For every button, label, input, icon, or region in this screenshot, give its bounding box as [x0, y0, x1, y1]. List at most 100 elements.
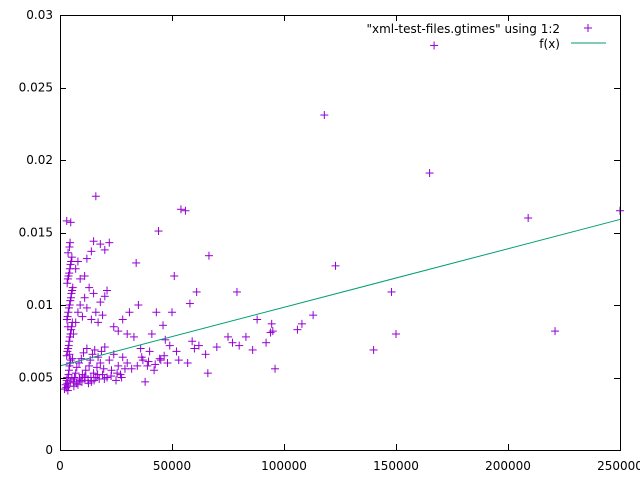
x-tick-label: 250000 [597, 459, 640, 473]
data-point [82, 344, 91, 353]
data-point [89, 289, 98, 298]
x-tick-label: 0 [56, 459, 64, 473]
data-point [66, 218, 75, 227]
data-point [150, 366, 159, 375]
data-point [103, 286, 112, 295]
data-point [98, 311, 107, 320]
data-point [174, 356, 183, 365]
data-point [73, 380, 82, 389]
data-point [109, 322, 118, 331]
data-point [63, 279, 72, 288]
data-point [228, 338, 237, 347]
data-point [297, 319, 306, 328]
data-point [68, 283, 77, 292]
data-point [144, 357, 153, 366]
data-point [90, 345, 99, 354]
data-point [293, 325, 302, 334]
y-tick-label: 0.03 [26, 8, 53, 22]
data-point [430, 41, 439, 50]
data-point [68, 354, 77, 363]
data-point [161, 335, 170, 344]
data-point [152, 308, 161, 317]
data-point [212, 343, 221, 352]
data-point [65, 337, 74, 346]
data-point [551, 327, 560, 336]
data-point [129, 332, 138, 341]
data-point [123, 359, 132, 367]
data-point [67, 253, 76, 262]
data-point [77, 354, 86, 363]
data-point [93, 370, 102, 379]
x-tick-label: 100000 [261, 459, 307, 473]
data-point [163, 359, 172, 367]
data-point [81, 366, 90, 375]
data-point [151, 360, 160, 369]
data-point [69, 330, 78, 338]
data-point [331, 261, 340, 270]
data-point [145, 347, 154, 356]
data-point [91, 308, 100, 317]
legend-label-line: f(x) [539, 37, 560, 51]
data-point [248, 345, 257, 354]
data-point [63, 312, 72, 321]
data-point [86, 356, 95, 365]
data-point [123, 330, 132, 338]
data-point [194, 341, 203, 350]
data-point [87, 247, 96, 256]
data-point [134, 301, 143, 309]
data-point [71, 318, 80, 327]
data-point [132, 258, 141, 267]
y-axis: 0 0.005 0.01 0.015 0.02 0.025 0.03 [19, 8, 620, 457]
data-point [192, 287, 201, 296]
data-point [267, 319, 276, 328]
data-point [147, 330, 156, 338]
data-point [82, 303, 91, 312]
data-point [84, 379, 93, 388]
data-point [392, 330, 400, 338]
data-point [67, 374, 76, 383]
data-point [105, 356, 114, 365]
data-point [107, 372, 116, 381]
data-point [155, 354, 164, 363]
x-axis: 0 50000 100000 150000 200000 250000 [56, 15, 640, 473]
data-point [203, 369, 212, 378]
series-points [60, 41, 624, 395]
y-tick-label: 0.025 [19, 81, 53, 95]
data-point [73, 257, 82, 266]
data-point [190, 344, 199, 353]
data-point [253, 315, 262, 324]
data-point [64, 248, 73, 257]
y-tick-label: 0 [45, 443, 53, 457]
data-point [112, 376, 120, 385]
data-point [80, 272, 89, 280]
data-point [64, 308, 73, 317]
data-point [100, 245, 109, 254]
data-point [66, 238, 75, 247]
y-tick-label: 0.015 [19, 226, 53, 240]
data-point [160, 351, 169, 360]
x-tick-label: 200000 [485, 459, 531, 473]
data-point [97, 347, 106, 356]
data-point [241, 332, 250, 341]
data-point [204, 251, 213, 260]
data-point [87, 315, 96, 324]
data-point [78, 312, 87, 321]
data-point [117, 373, 126, 382]
data-point [72, 379, 81, 388]
data-point [82, 254, 91, 263]
data-point [60, 385, 69, 394]
data-point [100, 343, 109, 352]
data-point [136, 344, 145, 353]
data-point [268, 327, 277, 336]
data-point [85, 283, 94, 292]
data-point [71, 369, 80, 378]
data-point [67, 257, 76, 266]
data-point [114, 361, 123, 370]
data-point [92, 363, 101, 372]
fit-line [59, 218, 621, 367]
data-point [159, 321, 168, 330]
data-point [125, 308, 134, 317]
data-point [262, 338, 271, 347]
